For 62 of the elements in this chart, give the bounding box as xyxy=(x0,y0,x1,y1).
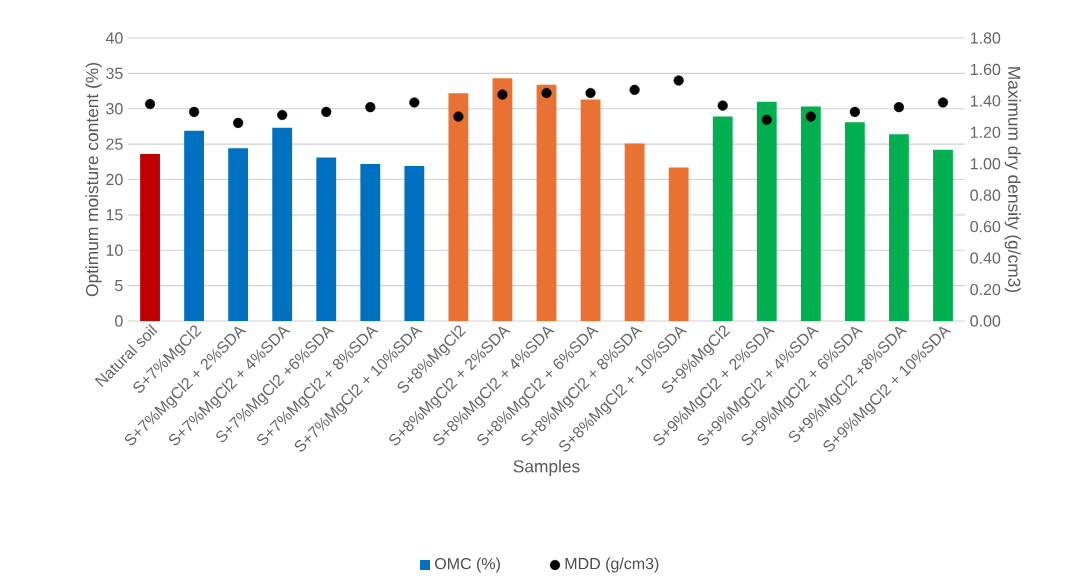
y-tick-label: 35 xyxy=(106,67,123,80)
bar xyxy=(272,127,293,321)
point xyxy=(893,102,904,113)
y2-axis-title: Maximum dry density (g/cm3) xyxy=(1004,67,1021,293)
point xyxy=(409,97,420,108)
legend-label: MDD (g/cm3) xyxy=(565,557,659,573)
bar xyxy=(580,99,601,321)
point xyxy=(321,106,332,117)
bar xyxy=(536,84,557,321)
y2-tick-label: 0.20 xyxy=(970,283,1001,296)
point xyxy=(189,106,200,117)
x-axis-title: Samples xyxy=(513,459,580,476)
point xyxy=(365,102,376,113)
bar xyxy=(360,163,381,321)
y2-tick-label: 0.80 xyxy=(970,189,1001,201)
y-tick-label: 30 xyxy=(106,103,123,115)
bar xyxy=(933,149,953,321)
y-axis-title: Optimum moisture content (%) xyxy=(85,63,102,297)
point xyxy=(673,75,684,86)
bar xyxy=(624,143,645,321)
point xyxy=(585,87,596,99)
point xyxy=(453,111,464,122)
point xyxy=(144,98,156,110)
y-tick-label: 0 xyxy=(115,315,123,327)
bar xyxy=(668,167,689,321)
y-tick-label: 10 xyxy=(106,244,123,256)
y2-tick-label: 0.00 xyxy=(970,315,1001,327)
legend-label: OMC (%) xyxy=(435,557,500,573)
bar xyxy=(404,166,425,321)
y2-tick-label: 0.60 xyxy=(970,221,1001,233)
y-tick-label: 40 xyxy=(105,32,123,44)
bar xyxy=(228,148,249,321)
bar xyxy=(492,78,513,321)
y2-tick-label: 0.40 xyxy=(970,252,1001,264)
y-tick-label: 15 xyxy=(106,209,123,221)
bar xyxy=(756,101,777,321)
bar xyxy=(448,93,469,321)
point xyxy=(717,100,728,111)
point xyxy=(541,87,552,99)
point xyxy=(849,106,860,117)
bar xyxy=(712,116,733,321)
bar xyxy=(140,154,160,321)
y2-tick-label: 1.80 xyxy=(970,32,1001,44)
y2-tick-label: 1.60 xyxy=(970,63,1001,76)
y-tick-label: 20 xyxy=(106,173,123,186)
point xyxy=(497,89,508,100)
point xyxy=(233,117,244,128)
point xyxy=(277,109,288,121)
point xyxy=(805,111,816,122)
y2-tick-label: 1.00 xyxy=(970,158,1001,170)
bar xyxy=(184,130,204,321)
bar xyxy=(889,134,909,321)
bar xyxy=(800,106,821,321)
bar xyxy=(316,157,337,321)
y2-tick-label: 1.40 xyxy=(970,95,1001,107)
bar xyxy=(844,122,865,321)
y2-tick-label: 1.20 xyxy=(970,126,1001,138)
y-tick-label: 25 xyxy=(106,138,123,150)
point xyxy=(629,84,640,95)
y-tick-label: 5 xyxy=(115,280,123,292)
point xyxy=(761,114,772,125)
point xyxy=(937,97,949,108)
